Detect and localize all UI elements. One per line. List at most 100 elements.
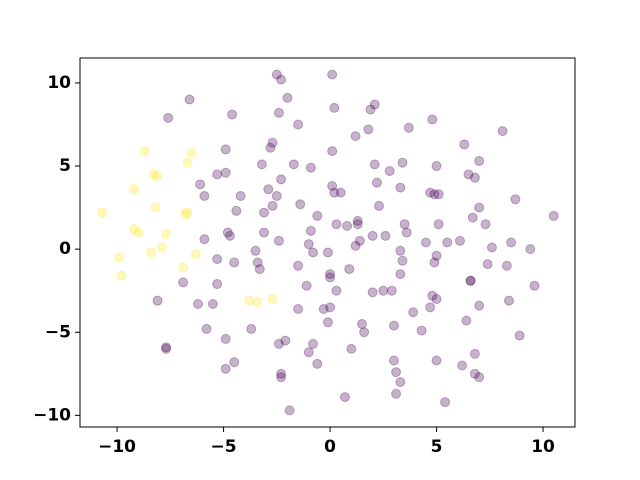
point	[416, 325, 427, 336]
point	[480, 219, 491, 230]
y-tick-label: 5	[59, 156, 71, 176]
x-tick-label: 10	[531, 437, 555, 457]
point	[293, 119, 304, 130]
point	[222, 227, 233, 238]
point	[273, 107, 284, 118]
point	[459, 139, 470, 150]
point	[397, 255, 408, 266]
y-tick-label: −5	[45, 322, 71, 342]
point	[369, 159, 380, 170]
point	[503, 295, 514, 306]
y-tick-label: 10	[47, 73, 71, 93]
point	[365, 104, 376, 115]
point	[388, 355, 399, 366]
point	[461, 315, 472, 326]
point	[395, 377, 406, 388]
point	[276, 174, 287, 185]
point	[254, 264, 265, 275]
point	[212, 169, 223, 180]
point	[440, 397, 451, 408]
point	[152, 171, 163, 182]
point	[329, 187, 340, 198]
point	[474, 202, 485, 213]
point	[267, 294, 278, 305]
point	[276, 74, 287, 85]
point	[339, 392, 350, 403]
point	[363, 124, 374, 135]
point	[114, 252, 125, 263]
point	[391, 388, 402, 399]
point	[525, 244, 536, 255]
point	[474, 156, 485, 167]
point	[186, 147, 197, 158]
point	[354, 235, 365, 246]
point	[276, 372, 287, 383]
point	[207, 299, 218, 309]
point	[352, 219, 363, 230]
point	[152, 295, 163, 306]
point	[308, 247, 319, 258]
point	[342, 220, 353, 231]
x-tick-label: −10	[98, 437, 136, 457]
point	[357, 318, 368, 329]
point	[182, 157, 193, 168]
point	[514, 330, 525, 341]
point	[510, 194, 521, 205]
point	[161, 229, 172, 240]
point	[397, 157, 408, 168]
point	[344, 264, 355, 275]
point	[265, 142, 276, 153]
point	[190, 249, 201, 260]
point	[501, 260, 512, 271]
point	[325, 302, 336, 313]
point	[267, 137, 278, 148]
point	[371, 177, 382, 188]
point	[227, 109, 238, 120]
point	[150, 202, 161, 213]
point	[506, 237, 517, 248]
point	[399, 219, 410, 230]
point	[327, 69, 338, 80]
point	[327, 180, 338, 191]
point	[163, 112, 174, 123]
point	[350, 131, 361, 142]
point	[252, 257, 263, 268]
point	[156, 242, 167, 253]
point	[178, 277, 189, 288]
point	[359, 327, 370, 338]
point	[463, 169, 474, 180]
point	[250, 245, 261, 256]
point	[180, 209, 191, 220]
point	[312, 358, 323, 369]
point	[427, 114, 438, 125]
point	[329, 102, 340, 113]
point	[369, 99, 380, 110]
point	[212, 279, 223, 290]
point	[331, 219, 342, 230]
point	[199, 190, 210, 201]
point	[391, 367, 402, 378]
point	[231, 205, 242, 216]
point	[161, 343, 172, 354]
point	[273, 338, 284, 349]
point	[308, 338, 319, 349]
point	[433, 219, 444, 230]
x-tick-label: 0	[324, 437, 336, 457]
point	[312, 210, 323, 221]
point	[431, 294, 442, 305]
point	[284, 405, 295, 416]
point	[408, 307, 419, 318]
point	[380, 230, 391, 241]
point	[271, 190, 282, 201]
point	[282, 92, 293, 103]
point	[235, 190, 246, 201]
point	[295, 199, 306, 210]
point	[325, 269, 336, 280]
point	[129, 224, 140, 235]
point	[303, 239, 314, 250]
point	[331, 285, 342, 296]
point	[403, 122, 414, 133]
point	[139, 146, 150, 157]
point	[486, 242, 497, 253]
